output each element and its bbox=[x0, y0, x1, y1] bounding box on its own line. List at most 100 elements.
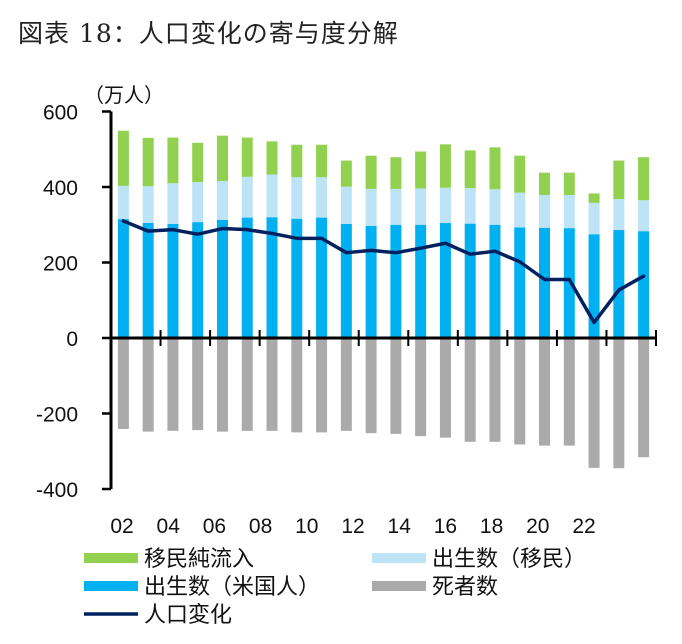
bar-2013-series-2 bbox=[390, 157, 402, 189]
bar-2003-series-1 bbox=[142, 186, 154, 223]
bar-2013-series-3 bbox=[390, 338, 402, 434]
bars-layer bbox=[117, 130, 650, 469]
legend-item: 人口変化 bbox=[84, 603, 232, 628]
bar-2015-series-0 bbox=[439, 222, 451, 338]
bar-2021-series-2 bbox=[588, 193, 600, 203]
legend-item: 出生数（移民） bbox=[372, 547, 586, 572]
bar-2016-series-3 bbox=[464, 338, 476, 442]
bar-2012-series-0 bbox=[365, 225, 377, 338]
bar-2011-series-0 bbox=[340, 224, 352, 338]
x-tick-label: 10 bbox=[295, 515, 318, 538]
bar-2009-series-0 bbox=[291, 218, 303, 338]
bar-2004-series-0 bbox=[167, 224, 179, 338]
bar-2007-series-2 bbox=[241, 137, 253, 177]
bar-2002-series-2 bbox=[117, 130, 129, 186]
bar-2014-series-2 bbox=[415, 151, 427, 189]
bar-2002-series-0 bbox=[117, 219, 129, 338]
bar-2017-series-2 bbox=[489, 147, 501, 190]
line-layer bbox=[121, 219, 646, 325]
legend-label: 死者数 bbox=[432, 575, 498, 600]
bar-2017-series-0 bbox=[489, 224, 501, 338]
bar-2006-series-0 bbox=[216, 219, 228, 338]
y-tick-label: 200 bbox=[43, 253, 78, 276]
bar-2016-series-0 bbox=[464, 223, 476, 338]
bar-2015-series-1 bbox=[439, 187, 451, 223]
bar-2011-series-1 bbox=[340, 186, 352, 224]
bar-2016-series-1 bbox=[464, 188, 476, 224]
line-population-change bbox=[121, 219, 646, 325]
y-axis-unit-label: （万人） bbox=[84, 83, 164, 107]
bar-2014-series-1 bbox=[415, 188, 427, 225]
y-tick-label: -200 bbox=[36, 404, 78, 427]
bar-2010-series-1 bbox=[316, 177, 328, 218]
bar-2006-series-2 bbox=[216, 135, 228, 181]
bar-2006-series-1 bbox=[216, 180, 228, 220]
bar-2020-series-2 bbox=[563, 172, 575, 195]
bar-2012-series-2 bbox=[365, 155, 377, 189]
bar-2012-series-3 bbox=[365, 338, 377, 434]
bar-2008-series-3 bbox=[266, 338, 278, 431]
bar-2012-series-1 bbox=[365, 188, 377, 226]
bar-2016-series-2 bbox=[464, 150, 476, 189]
x-tick-label: 04 bbox=[157, 515, 181, 538]
x-tick-label: 02 bbox=[110, 515, 133, 538]
x-tick-label: 18 bbox=[480, 515, 503, 538]
bar-2009-series-3 bbox=[291, 338, 303, 433]
legend-item: 移民純流入 bbox=[84, 547, 254, 572]
bar-2005-series-0 bbox=[192, 222, 204, 338]
bar-2007-series-0 bbox=[241, 217, 253, 338]
legend-label: 出生数（米国人） bbox=[144, 575, 320, 600]
bar-2006-series-3 bbox=[216, 338, 228, 432]
bar-2008-series-1 bbox=[266, 174, 278, 218]
bar-2003-series-0 bbox=[142, 222, 154, 338]
bar-2023-series-2 bbox=[638, 157, 650, 201]
bar-2023-series-1 bbox=[638, 200, 650, 232]
y-tick-label: 400 bbox=[43, 177, 78, 200]
y-tick-label: 600 bbox=[43, 102, 78, 125]
bar-2022-series-0 bbox=[613, 230, 625, 338]
bar-2003-series-2 bbox=[142, 137, 154, 187]
bar-2022-series-1 bbox=[613, 199, 625, 231]
bar-2015-series-2 bbox=[439, 144, 451, 188]
axes-layer: 600 400 200 0 -200 -400 02 04 06 08 10 12 14 16 18 20 22 bbox=[36, 102, 657, 538]
bar-2002-series-1 bbox=[117, 185, 129, 220]
bar-2018-series-2 bbox=[514, 155, 526, 193]
legend-item: 死者数 bbox=[372, 575, 498, 600]
bar-2021-series-0 bbox=[588, 234, 600, 338]
x-tick-label: 12 bbox=[341, 515, 364, 538]
bar-2011-series-2 bbox=[340, 160, 352, 187]
bar-2023-series-3 bbox=[638, 338, 650, 458]
bar-2004-series-1 bbox=[167, 183, 179, 224]
bar-2007-series-1 bbox=[241, 176, 253, 218]
bar-2019-series-2 bbox=[539, 172, 551, 195]
bar-2008-series-2 bbox=[266, 141, 278, 175]
bar-2020-series-3 bbox=[563, 338, 575, 446]
legend-label: 人口変化 bbox=[144, 603, 232, 628]
legend-swatch bbox=[372, 581, 426, 591]
x-tick-label: 20 bbox=[526, 515, 549, 538]
bar-2003-series-3 bbox=[142, 338, 154, 432]
bar-2008-series-0 bbox=[266, 217, 278, 338]
x-tick-label: 14 bbox=[388, 515, 412, 538]
bar-2010-series-0 bbox=[316, 217, 328, 338]
bar-2018-series-1 bbox=[514, 192, 526, 228]
y-tick-label: -400 bbox=[36, 479, 78, 502]
legend-swatch bbox=[84, 581, 138, 591]
bar-2009-series-1 bbox=[291, 177, 303, 219]
bar-2005-series-2 bbox=[192, 142, 204, 183]
bar-2017-series-1 bbox=[489, 189, 501, 225]
bar-2011-series-3 bbox=[340, 338, 352, 431]
x-tick-label: 08 bbox=[249, 515, 272, 538]
bar-2007-series-3 bbox=[241, 338, 253, 431]
bar-2005-series-3 bbox=[192, 338, 204, 431]
bar-2021-series-3 bbox=[588, 338, 600, 468]
chart-title: 図表 18：人口変化の寄与度分解 bbox=[18, 19, 399, 48]
bar-2022-series-3 bbox=[613, 338, 625, 469]
bar-2002-series-3 bbox=[117, 338, 129, 429]
legend-label: 出生数（移民） bbox=[432, 547, 586, 572]
bar-2020-series-1 bbox=[563, 194, 575, 229]
bar-2017-series-3 bbox=[489, 338, 501, 442]
bar-2020-series-0 bbox=[563, 228, 575, 338]
